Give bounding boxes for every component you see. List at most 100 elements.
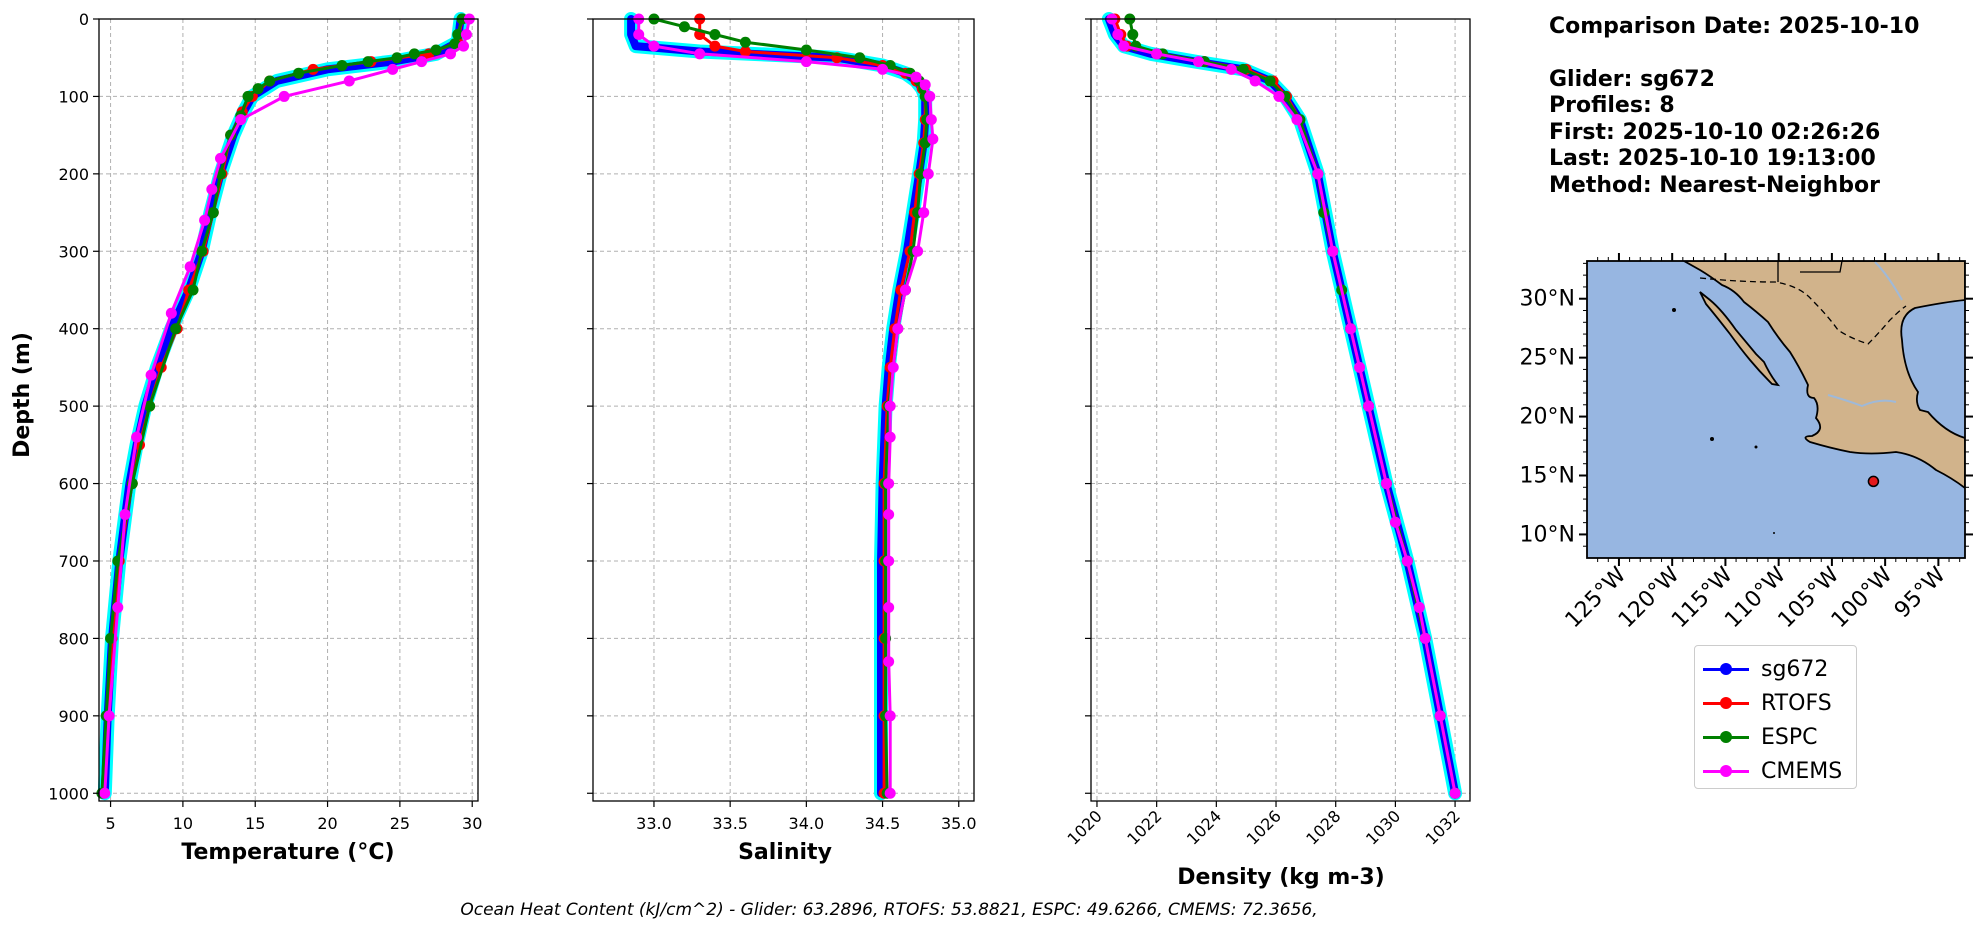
- map-lat-label: 25°N: [1520, 346, 1575, 371]
- data-point-cmems: [694, 48, 706, 60]
- y-tick-label: 100: [58, 87, 89, 106]
- temperature-panel: 0 100 200 300 400 500 600 700 800 900 1000 5 10 15 20 2…: [48, 10, 482, 833]
- map-island: [1672, 308, 1676, 312]
- data-point-cmems: [119, 509, 131, 521]
- data-point-cmems: [145, 369, 157, 381]
- legend-label: sg672: [1761, 656, 1829, 682]
- data-point-espc: [105, 632, 117, 644]
- data-point-cmems: [387, 63, 399, 75]
- data-point-cmems: [884, 431, 896, 443]
- data-point-cmems: [918, 207, 930, 219]
- series-line-cmems: [637, 19, 935, 794]
- legend-label: RTOFS: [1761, 690, 1832, 716]
- map-border-north: [1777, 261, 1843, 282]
- y-tick-label: 200: [58, 165, 89, 184]
- ocean-heat-content-footer: Ocean Heat Content (kJ/cm^2) - Glider: 6…: [0, 900, 1978, 920]
- data-point-cmems: [1192, 56, 1204, 68]
- legend-item-espc: ESPC: [1703, 720, 1856, 754]
- data-point-espc: [391, 52, 403, 64]
- data-point-cmems: [1327, 245, 1339, 257]
- data-point-espc: [196, 245, 208, 257]
- glider-position-marker: [1867, 475, 1880, 488]
- x-tick-label: 1026: [1243, 806, 1285, 848]
- data-point-espc: [408, 48, 420, 60]
- y-tick-label: 900: [58, 707, 89, 726]
- data-point-cmems: [648, 40, 660, 52]
- map-lat-label: 15°N: [1520, 464, 1575, 489]
- data-point-espc: [854, 52, 866, 64]
- data-point-cmems: [884, 710, 896, 722]
- series-line-espc: [653, 17, 929, 794]
- legend-swatch: [1703, 659, 1749, 679]
- data-point-espc: [430, 44, 442, 56]
- data-point-espc: [187, 284, 199, 296]
- data-point-cmems: [1112, 28, 1124, 40]
- data-point-cmems: [1434, 710, 1446, 722]
- map-land-mexico: [1682, 261, 1965, 490]
- last-time: Last: 2025-10-10 19:13:00: [1549, 146, 1876, 171]
- data-point-cmems: [112, 601, 124, 613]
- x-tick-label: 30: [462, 814, 482, 833]
- data-point-cmems: [633, 28, 645, 40]
- data-point-rtofs: [709, 40, 721, 52]
- legend: sg672 RTOFS ESPC CMEMS: [1694, 645, 1857, 789]
- series-line-rtofs: [1113, 18, 1457, 794]
- data-point-cmems: [910, 71, 922, 83]
- data-point-espc: [336, 59, 348, 71]
- data-point-espc: [678, 21, 690, 33]
- legend-label: CMEMS: [1761, 758, 1843, 784]
- data-point-espc: [1264, 75, 1276, 87]
- data-point-cmems: [1273, 90, 1285, 102]
- x-tick-label: 1020: [1064, 806, 1106, 848]
- depth-axis-label: Depth (m): [10, 332, 35, 458]
- x-tick-label: 33.0: [636, 814, 672, 833]
- data-point-espc: [252, 83, 264, 95]
- data-point-cmems: [800, 56, 812, 68]
- density-axis-label: Density (kg m-3): [1177, 865, 1385, 890]
- map-lat-label: 20°N: [1520, 405, 1575, 430]
- data-point-cmems: [883, 601, 895, 613]
- map-river: [1827, 261, 1903, 408]
- data-point-cmems: [416, 56, 428, 68]
- method: Method: Nearest-Neighbor: [1549, 172, 1880, 198]
- legend-swatch: [1703, 761, 1749, 781]
- data-point-espc: [1127, 28, 1139, 40]
- data-point-cmems: [877, 63, 889, 75]
- data-point-cmems: [922, 168, 934, 180]
- map-lon-label: 95°W: [1890, 562, 1951, 623]
- data-point-cmems: [924, 90, 936, 102]
- data-point-cmems: [899, 284, 911, 296]
- data-point-espc: [264, 75, 276, 87]
- data-point-cmems: [215, 152, 227, 164]
- data-point-cmems: [1380, 478, 1392, 490]
- data-point-espc: [452, 28, 464, 40]
- x-tick-label: 1028: [1302, 806, 1344, 848]
- data-point-espc: [800, 44, 812, 56]
- data-point-rtofs: [739, 46, 751, 58]
- x-tick-label: 33.5: [712, 814, 748, 833]
- salinity-axis-label: Salinity: [738, 840, 832, 865]
- map-frame: [1586, 260, 1966, 559]
- data-point-cmems: [892, 323, 904, 335]
- data-point-cmems: [206, 183, 218, 195]
- x-tick-label: 34.5: [865, 814, 901, 833]
- data-point-cmems: [884, 787, 896, 799]
- map-tick-marks: [1579, 253, 1973, 566]
- x-tick-label: 1032: [1422, 806, 1464, 848]
- data-point-cmems: [1354, 361, 1366, 373]
- x-tick-label: 15: [245, 814, 265, 833]
- data-point-espc: [170, 323, 182, 335]
- data-point-cmems: [1419, 632, 1431, 644]
- legend-item-rtofs: RTOFS: [1703, 686, 1856, 720]
- data-point-cmems: [458, 40, 470, 52]
- data-point-cmems: [1225, 63, 1237, 75]
- info-spacer: [1549, 41, 1919, 67]
- data-point-cmems: [927, 133, 939, 145]
- legend-item-sg672: sg672: [1703, 652, 1856, 686]
- data-point-cmems: [103, 710, 115, 722]
- data-point-cmems: [1389, 516, 1401, 528]
- comparison-info: Comparison Date: 2025-10-10 Glider: sg672…: [1549, 14, 1919, 199]
- data-point-cmems: [1291, 114, 1303, 126]
- data-point-cmems: [1449, 787, 1461, 799]
